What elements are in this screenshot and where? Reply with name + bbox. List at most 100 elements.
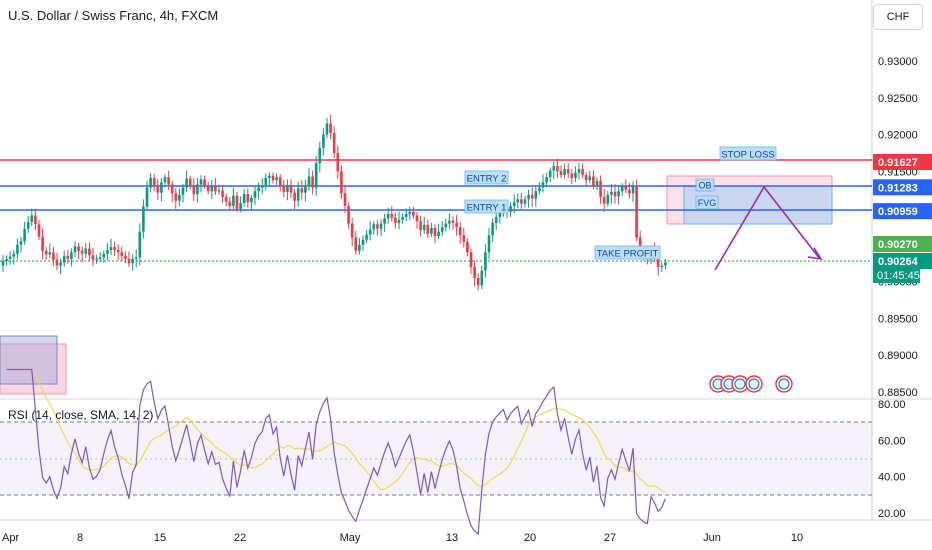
candle — [156, 179, 160, 200]
rsi-line[interactable] — [6, 368, 666, 536]
candle — [188, 175, 192, 190]
rsi-tick-label: 20.00 — [878, 508, 906, 520]
candle — [23, 221, 26, 245]
candle — [440, 221, 444, 237]
ob-zone[interactable] — [666, 175, 833, 225]
candle — [44, 247, 48, 261]
rsi-axis[interactable]: 80.00 60.00 40.00 20.00 — [878, 399, 906, 520]
currency-button[interactable]: CHF — [873, 4, 923, 30]
candle — [62, 250, 66, 267]
event-flags[interactable] — [709, 375, 793, 393]
candle — [109, 238, 113, 255]
candle — [235, 191, 239, 212]
candle — [264, 173, 268, 191]
price-axis-marker: 0.90264 — [873, 253, 932, 269]
candle — [379, 219, 383, 237]
candle — [228, 197, 232, 211]
candle — [5, 255, 8, 266]
candle — [73, 241, 77, 258]
candle — [52, 246, 55, 266]
projection-path[interactable] — [714, 185, 821, 271]
candle — [566, 163, 570, 179]
candle — [124, 251, 127, 264]
entry-1-label[interactable]: ENTRY 1 — [464, 199, 509, 214]
candle — [347, 202, 350, 229]
candle — [145, 181, 149, 210]
candle — [304, 179, 307, 202]
candle — [293, 189, 296, 209]
time-tick-label: 20 — [524, 532, 536, 544]
candle — [275, 173, 278, 185]
candle — [95, 255, 98, 264]
candle — [466, 238, 469, 257]
candle — [386, 207, 390, 224]
candle — [116, 244, 120, 261]
candlestick-series[interactable] — [1, 114, 667, 291]
candle — [545, 172, 548, 187]
take-profit-label[interactable]: TAKE PROFIT — [594, 245, 661, 260]
candle — [664, 259, 667, 270]
us-flag-icon[interactable] — [745, 375, 763, 393]
stop-loss-label[interactable]: STOP LOSS — [719, 146, 777, 161]
candle — [91, 247, 95, 267]
candle — [404, 208, 408, 222]
price-axis[interactable]: 0.930000.925000.920000.915000.910000.905… — [878, 56, 918, 399]
candle — [221, 185, 224, 203]
candle — [242, 188, 246, 207]
rsi-tick-label: 60.00 — [878, 435, 906, 447]
candle — [408, 206, 412, 220]
candle — [620, 182, 624, 196]
candle — [426, 219, 430, 239]
candle — [509, 202, 512, 218]
ob-label[interactable]: OB — [695, 178, 715, 192]
candle — [55, 252, 59, 271]
candle — [548, 167, 552, 183]
left-blue-zone[interactable] — [0, 335, 58, 385]
price-axis-marker: 0.91283 — [873, 179, 932, 196]
price-axis-marker-text: 0.90264 — [878, 256, 919, 268]
candle — [214, 178, 217, 195]
candle — [325, 117, 329, 138]
candle — [106, 243, 109, 261]
price-axis-marker: 0.90270 — [873, 236, 932, 252]
candle — [397, 211, 401, 230]
entry-2-label[interactable]: ENTRY 2 — [464, 170, 509, 185]
candle — [163, 174, 167, 188]
candle — [368, 220, 372, 241]
fvg-label[interactable]: FVG — [695, 195, 719, 210]
price-tick-label: 0.88500 — [878, 387, 918, 399]
candle — [480, 265, 484, 290]
candle — [552, 161, 556, 180]
time-tick-label: 8 — [77, 532, 83, 544]
stop-loss-text: STOP LOSS — [721, 150, 775, 161]
candle — [541, 174, 545, 193]
price-axis-marker-text: 0.90959 — [878, 206, 918, 218]
candle — [80, 246, 84, 262]
time-tick-label: 27 — [604, 532, 616, 544]
candle — [322, 127, 325, 156]
symbol-title[interactable]: U.S. Dollar / Swiss Franc, 4h, FXCM — [8, 8, 218, 23]
candle — [70, 248, 73, 267]
candle — [595, 177, 599, 191]
time-tick-label: 22 — [234, 532, 246, 544]
time-tick-label: 13 — [446, 532, 458, 544]
candle — [372, 221, 376, 235]
candle — [455, 214, 458, 236]
rsi-ma-line[interactable] — [6, 368, 666, 493]
us-flag-icon[interactable] — [775, 375, 793, 393]
rsi-pane[interactable]: RSI (14, close, SMA, 14, 2) — [0, 368, 872, 536]
candle — [390, 206, 394, 222]
rsi-legend[interactable]: RSI (14, close, SMA, 14, 2) — [8, 408, 153, 422]
candle — [30, 208, 34, 226]
candle — [181, 183, 185, 203]
time-axis[interactable]: Apr 8 15 22 May 13 20 27 Jun 10 — [2, 532, 803, 544]
candle — [12, 250, 16, 265]
candle — [383, 213, 386, 232]
candle — [610, 184, 613, 204]
candle — [631, 181, 635, 202]
candle — [628, 183, 631, 199]
candle — [523, 195, 527, 208]
candle — [300, 179, 304, 200]
